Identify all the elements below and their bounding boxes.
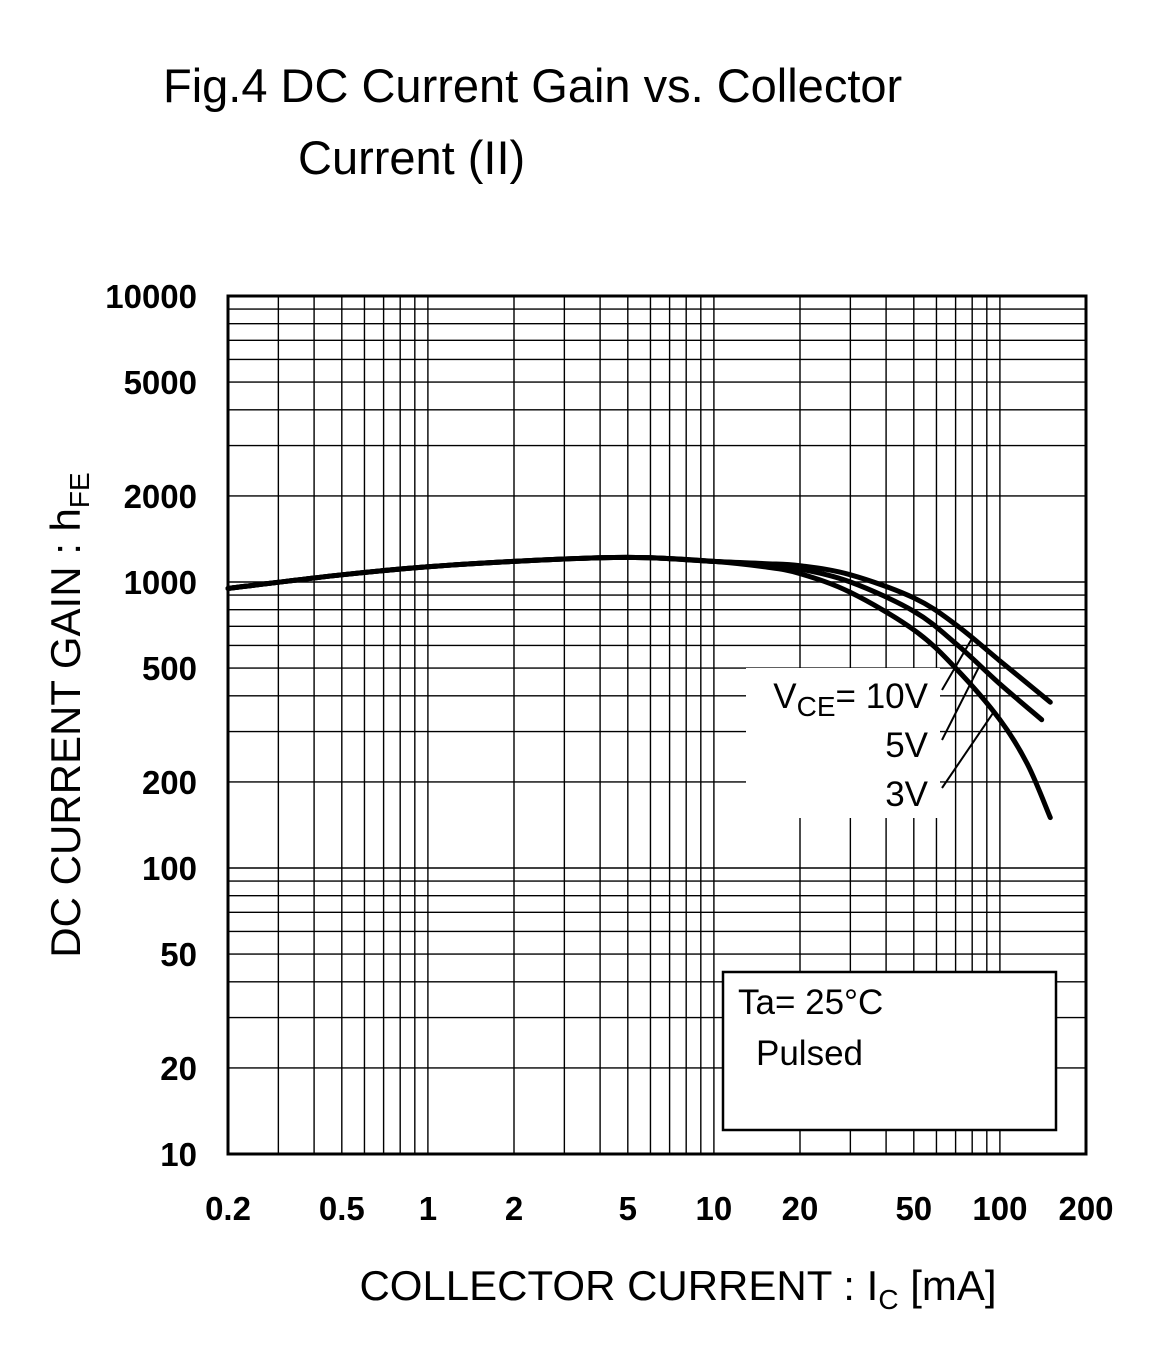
legend-label-10v: VCE= 10V: [773, 677, 928, 722]
y-tick-label: 1000: [124, 564, 197, 601]
conditions-mode: Pulsed: [756, 1034, 863, 1073]
x-tick-labels: 0.2 0.5 1 2 5 10 20 50 100 200: [205, 1190, 1113, 1227]
conditions-box: [721, 970, 1058, 1132]
x-tick-label: 1: [419, 1190, 437, 1227]
y-axis-title: DC CURRENT GAIN : hFE: [42, 472, 95, 957]
y-tick-label: 500: [142, 650, 197, 687]
conditions-temperature: Ta= 25°C: [738, 983, 883, 1022]
chart-title-line1: Fig.4 DC Current Gain vs. Collector: [163, 59, 903, 112]
curves: [225, 554, 1053, 821]
y-tick-labels: 10 20 50 100 200 500 1000 2000 5000 10000: [105, 278, 197, 1173]
y-tick-label: 10000: [105, 278, 197, 315]
x-tick-label: 200: [1058, 1190, 1113, 1227]
x-axis-title-sub: C: [878, 1284, 898, 1315]
legend-10v: 10V: [866, 677, 929, 716]
legend-prefix-main: V: [773, 677, 797, 716]
y-tick-label: 20: [160, 1050, 197, 1087]
legend-label-5v: 5V: [885, 726, 928, 765]
x-axis-title-main: COLLECTOR CURRENT : I: [359, 1262, 878, 1309]
x-tick-label: 20: [782, 1190, 819, 1227]
y-tick-label: 10: [160, 1136, 197, 1173]
legend-leaders: [941, 637, 995, 789]
x-tick-label: 5: [619, 1190, 637, 1227]
legend-box: [746, 668, 940, 818]
y-tick-label: 2000: [124, 478, 197, 515]
y-tick-label: 50: [160, 936, 197, 973]
x-tick-label: 0.5: [319, 1190, 365, 1227]
x-tick-label: 10: [696, 1190, 733, 1227]
x-tick-label: 0.2: [205, 1190, 251, 1227]
legend-leader-line: [941, 665, 981, 741]
y-tick-label: 200: [142, 764, 197, 801]
y-tick-label: 5000: [124, 364, 197, 401]
legend-leader-line: [941, 637, 974, 691]
y-tick-label: 100: [142, 850, 197, 887]
legend-leader-line: [941, 711, 995, 789]
x-tick-label: 100: [972, 1190, 1027, 1227]
y-axis-title-sub: FE: [64, 472, 95, 508]
legend-prefix-suffix: =: [836, 677, 866, 716]
plot-border: [226, 294, 1088, 1156]
x-tick-label: 2: [505, 1190, 523, 1227]
legend-prefix-sub: CE: [797, 691, 836, 722]
y-axis-title-main: DC CURRENT GAIN : h: [42, 508, 89, 958]
x-axis-title: COLLECTOR CURRENT : IC [mA]: [359, 1262, 996, 1315]
legend-label-3v: 3V: [885, 775, 928, 814]
x-axis-title-unit: [mA]: [899, 1262, 997, 1309]
x-tick-label: 50: [895, 1190, 932, 1227]
series-line-3v: [225, 554, 1053, 821]
chart-title-line2: Current (II): [298, 131, 526, 184]
